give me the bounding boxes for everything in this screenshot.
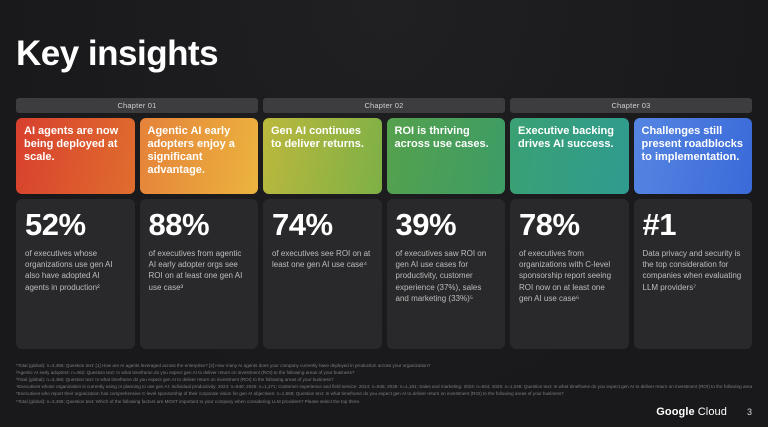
- headline-card-roi-use-cases: ROI is thriving across use cases.: [386, 118, 505, 194]
- footnote: ⁴Executives whose organization is curren…: [16, 384, 752, 390]
- footnote: ⁶Total (global): n=3,466; Question text:…: [16, 398, 361, 404]
- chapter-bar-02: Chapter 02: [263, 98, 505, 113]
- headline-text: Executive backing drives AI success.: [518, 125, 614, 150]
- stat-value: 88%: [148, 207, 210, 242]
- headline-card-agentic-adopters: Agentic AI early adopters enjoy a signif…: [139, 118, 258, 194]
- stat-description: Data privacy and security is the top con…: [642, 249, 742, 292]
- headline-card-executive-backing: Executive backing drives AI success.: [510, 118, 629, 194]
- chapter-bar-01: Chapter 01: [16, 98, 258, 113]
- footnote: ³Total (global): n=3,466; Question text:…: [16, 377, 334, 383]
- headline-text: ROI is thriving across use cases.: [394, 125, 489, 150]
- stat-description: of executives saw ROI on gen AI use case…: [395, 249, 487, 303]
- headline-card-challenges: Challenges still present roadblocks to i…: [633, 118, 752, 194]
- stat-description: of executives whose organizations use ge…: [25, 249, 113, 292]
- headline-text: Agentic AI early adopters enjoy a signif…: [147, 125, 235, 176]
- page-title: Key insights: [16, 34, 219, 73]
- stat-card: 78% of executives from organizations wit…: [510, 199, 629, 349]
- footnote: *Total (global): n=3,466; Question text:…: [16, 363, 431, 368]
- stat-value: 39%: [395, 207, 457, 242]
- stat-value: 52%: [25, 207, 86, 242]
- stat-card: 39% of executives saw ROI on gen AI use …: [386, 199, 505, 349]
- stat-card: #1 Data privacy and security is the top …: [633, 199, 752, 349]
- stat-card: 74% of executives see ROI on at least on…: [263, 199, 382, 349]
- stat-value: 74%: [272, 207, 333, 242]
- chapter-label: Chapter 01: [117, 101, 157, 110]
- insights-grid: Chapter 01 Chapter 02 Chapter 03 AI agen…: [16, 98, 752, 349]
- page-number: 3: [746, 407, 752, 417]
- stat-description: of executives see ROI on at least one ge…: [272, 249, 371, 270]
- headline-text: Challenges still present roadblocks to i…: [641, 125, 743, 163]
- chapter-label: Chapter 02: [364, 101, 404, 110]
- brand-google: Google: [656, 406, 695, 418]
- stat-value: 78%: [519, 207, 580, 242]
- brand-cloud: Cloud: [697, 406, 727, 418]
- headline-text: AI agents are now being deployed at scal…: [24, 125, 119, 163]
- headline-card-gen-ai-returns: Gen AI continues to deliver returns.: [263, 118, 382, 194]
- slide-footer: Google Cloud 3: [656, 406, 752, 418]
- headline-text: Gen AI continues to deliver returns.: [271, 125, 364, 150]
- footnotes: *Total (global): n=3,466; Question text:…: [16, 362, 752, 405]
- headline-card-ai-agents: AI agents are now being deployed at scal…: [16, 118, 135, 194]
- stat-card: 88% of executives from agentic AI early …: [139, 199, 258, 349]
- stat-description: of executives from organizations with C-…: [519, 249, 612, 303]
- stat-value: #1: [642, 207, 677, 242]
- google-cloud-logo: Google Cloud: [656, 406, 727, 418]
- footnote: ²Agentic AI early adopters: n=462; Quest…: [16, 370, 355, 376]
- stat-description: of executives from agentic AI early adop…: [148, 249, 243, 292]
- chapter-label: Chapter 03: [611, 101, 651, 110]
- footnote: ⁵Executives who report their organizatio…: [16, 391, 564, 397]
- chapter-bar-03: Chapter 03: [510, 98, 752, 113]
- stat-card: 52% of executives whose organizations us…: [16, 199, 135, 349]
